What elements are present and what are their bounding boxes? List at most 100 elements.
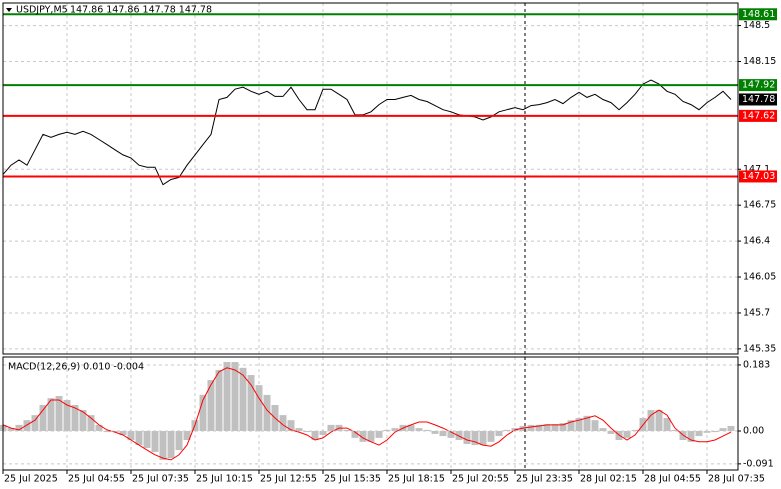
histogram-bar: [663, 418, 671, 432]
chart-title: USDJPY,M5: [16, 5, 68, 16]
histogram-bar: [319, 431, 327, 435]
histogram-bar: [255, 385, 263, 432]
histogram-bar: [55, 395, 63, 432]
histogram-bar: [495, 431, 503, 437]
histogram-bar: [295, 428, 303, 432]
price-tag: [739, 93, 777, 106]
price-tag-label: 147.92: [742, 80, 775, 91]
histogram-bar: [559, 423, 567, 432]
x-tick-label: 28 Jul 04:55: [644, 474, 701, 485]
x-tick-label: 25 Jul 12:55: [260, 474, 317, 485]
histogram-bar: [311, 431, 319, 441]
histogram-bar: [671, 429, 679, 432]
histogram-bar: [95, 424, 103, 432]
histogram-bar: [231, 362, 239, 432]
x-tick-label: 25 Jul 18:15: [388, 474, 445, 485]
macd-title: MACD(12,26,9) 0.010 -0.004: [8, 362, 144, 373]
histogram-bar: [423, 429, 431, 432]
histogram-bar: [39, 405, 47, 432]
histogram-bar: [119, 431, 127, 435]
y-tick-label: 145.35: [743, 343, 776, 354]
histogram-bar: [71, 405, 79, 432]
line: [2, 367, 732, 461]
histogram-bar: [127, 431, 135, 441]
histogram-bar: [695, 431, 703, 437]
histogram-bar: [23, 420, 31, 432]
histogram-bar: [215, 369, 223, 432]
histogram-bar: [103, 431, 111, 433]
x-tick-label: 25 Jul 2025: [4, 474, 58, 485]
histogram-bar: [567, 420, 575, 432]
histogram-bar: [7, 428, 15, 432]
histogram-bar: [143, 431, 151, 448]
histogram-bar: [327, 424, 335, 432]
histogram-bar: [439, 431, 447, 437]
histogram-bar: [551, 424, 559, 432]
price-tag: [739, 79, 777, 92]
histogram-bar: [47, 398, 55, 432]
histogram-bar: [687, 431, 695, 442]
y-tick-label: 146.05: [743, 272, 776, 283]
histogram-bar: [503, 429, 511, 432]
y-tick-label: 0.183: [743, 359, 770, 370]
histogram-bar: [479, 431, 487, 446]
histogram-bar: [431, 431, 439, 434]
histogram-bar: [711, 431, 719, 433]
macd-frame: [2, 356, 739, 471]
histogram-bar: [199, 394, 207, 432]
y-tick-label: 147.1: [743, 164, 770, 175]
x-tick-label: 25 Jul 07:35: [132, 474, 189, 485]
histogram-bar: [303, 431, 311, 433]
histogram-bar: [447, 431, 455, 438]
price-tag-label: 147.78: [742, 94, 775, 105]
histogram-bar: [359, 431, 367, 442]
histogram-bar: [703, 431, 711, 433]
histogram-bar: [575, 418, 583, 432]
histogram-bar: [111, 431, 119, 433]
histogram-bar: [471, 431, 479, 446]
histogram-bar: [455, 431, 463, 441]
histogram-bar: [415, 428, 423, 432]
histogram-bar: [151, 431, 159, 452]
histogram-bar: [207, 380, 215, 432]
y-tick-label: 0.00: [743, 426, 764, 437]
histogram-bar: [263, 394, 271, 432]
price-tag-label: 147.03: [742, 171, 775, 182]
histogram-bar: [383, 429, 391, 432]
histogram-bar: [247, 375, 255, 432]
histogram-bar: [87, 415, 95, 432]
histogram-bar: [223, 362, 231, 432]
y-tick-label: 148.15: [743, 56, 776, 67]
histogram-bar: [527, 424, 535, 432]
histogram-bar: [727, 425, 735, 432]
price-panel: [2, 3, 738, 354]
histogram-bar: [607, 431, 615, 434]
histogram-bar: [647, 410, 655, 432]
histogram-bar: [623, 431, 631, 438]
histogram-bar: [367, 431, 375, 442]
histogram-bar: [15, 424, 23, 432]
y-tick-label: -0.091: [743, 458, 774, 469]
histogram-bar: [135, 431, 143, 446]
histogram-bar: [159, 431, 167, 460]
x-tick-label: 25 Jul 23:35: [516, 474, 573, 485]
histogram-bar: [279, 415, 287, 432]
histogram-bar: [631, 429, 639, 432]
histogram-bar: [351, 431, 359, 438]
y-tick-label: 146.75: [743, 200, 776, 211]
y-tick-label: 145.7: [743, 307, 770, 318]
ohlc: 147.86 147.86 147.78 147.78: [70, 5, 212, 16]
histogram-bar: [287, 420, 295, 432]
histogram-bar: [63, 399, 71, 432]
histogram-bar: [391, 428, 399, 432]
histogram-bar: [583, 415, 591, 432]
histogram-bar: [719, 428, 727, 432]
price-frame: [2, 2, 739, 355]
histogram-bar: [375, 431, 383, 438]
histogram-bar: [183, 431, 191, 441]
histogram-bar: [543, 424, 551, 432]
menu-triangle: [6, 8, 12, 12]
